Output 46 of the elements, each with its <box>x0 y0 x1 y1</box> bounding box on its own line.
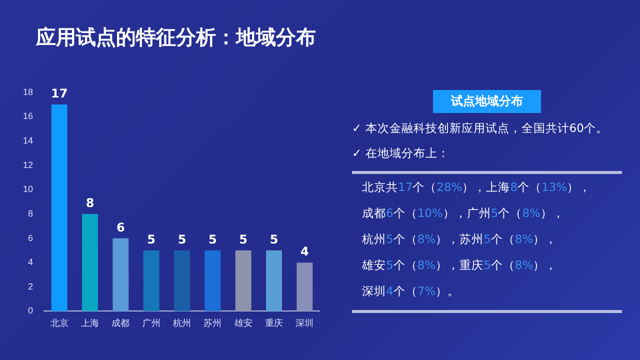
bar <box>266 250 282 312</box>
x-tick-label: 上海 <box>81 318 100 328</box>
text: 雄安5个（8%），重庆5个（8%）， <box>362 258 558 272</box>
text: 深圳4个（7%）。 <box>362 284 461 299</box>
bar <box>82 214 98 312</box>
x-tick-label: 广州 <box>142 318 160 328</box>
data-label: 5 <box>270 232 278 247</box>
bar <box>112 238 129 312</box>
y-tick-label: 10 <box>22 184 34 194</box>
text: 成都6个（10%），广州5个（8%）， <box>362 206 564 220</box>
text: 试点地域分布 <box>433 90 541 113</box>
y-tick-label: 6 <box>28 232 34 243</box>
bar <box>296 262 313 312</box>
y-tick-label: 2 <box>28 281 34 292</box>
y-tick-label: 18 <box>22 86 34 97</box>
bar <box>51 104 68 312</box>
x-tick-label: 苏州 <box>204 318 222 328</box>
x-tick-label: 重庆 <box>265 318 283 328</box>
y-tick-label: 4 <box>28 257 34 268</box>
y-tick-label: 0 <box>28 306 34 316</box>
data-label: 5 <box>239 232 248 247</box>
bar <box>235 250 252 312</box>
bar <box>204 250 221 312</box>
y-tick-label: 14 <box>22 136 34 146</box>
chart-title: 应用试点的特征分析：地域分布 <box>36 24 316 51</box>
data-label: 17 <box>50 86 68 101</box>
bar <box>143 250 160 312</box>
x-tick-label: 深圳 <box>296 318 314 328</box>
data-label: 8 <box>86 196 94 210</box>
bar <box>174 250 190 312</box>
data-label: 5 <box>147 232 156 247</box>
text: 北京共17个（28%），上海8个（13%）， <box>362 180 592 194</box>
data-label: 6 <box>116 220 125 234</box>
text: 杭州5个（8%），苏州5个（8%）， <box>362 232 558 246</box>
data-label: 5 <box>208 232 217 247</box>
text: ✓ 在地域分布上： <box>352 146 450 161</box>
y-tick-label: 12 <box>22 160 34 170</box>
data-label: 5 <box>178 232 186 247</box>
y-tick-label: 16 <box>22 111 34 122</box>
x-tick-label: 杭州 <box>172 318 192 328</box>
x-tick-label: 北京 <box>50 318 68 328</box>
data-label: 4 <box>300 244 309 259</box>
x-tick-label: 雄安 <box>233 318 252 328</box>
y-tick-label: 8 <box>28 208 34 218</box>
text: ✓ 本次金融科技创新应用试点，全国共计60个。 <box>352 121 609 136</box>
x-tick-label: 成都 <box>112 318 130 328</box>
